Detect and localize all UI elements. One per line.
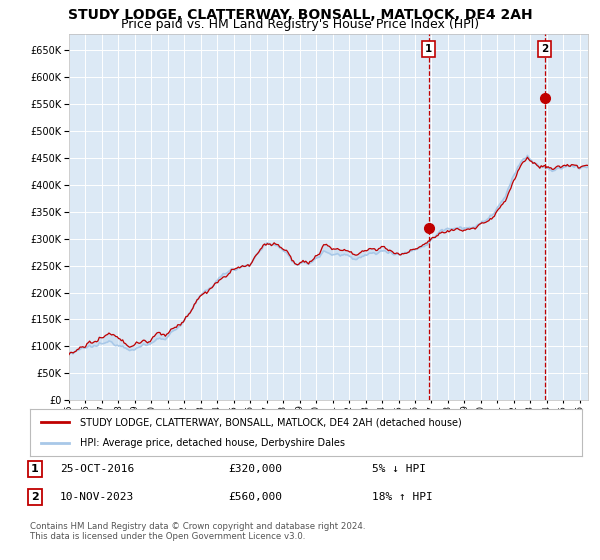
Text: STUDY LODGE, CLATTERWAY, BONSALL, MATLOCK, DE4 2AH: STUDY LODGE, CLATTERWAY, BONSALL, MATLOC… <box>68 8 532 22</box>
Text: 10-NOV-2023: 10-NOV-2023 <box>60 492 134 502</box>
Text: 18% ↑ HPI: 18% ↑ HPI <box>372 492 433 502</box>
Text: 2: 2 <box>541 44 548 54</box>
Text: 5% ↓ HPI: 5% ↓ HPI <box>372 464 426 474</box>
Text: 1: 1 <box>31 464 38 474</box>
Text: £320,000: £320,000 <box>228 464 282 474</box>
Text: HPI: Average price, detached house, Derbyshire Dales: HPI: Average price, detached house, Derb… <box>80 438 344 448</box>
Text: £560,000: £560,000 <box>228 492 282 502</box>
Text: Price paid vs. HM Land Registry's House Price Index (HPI): Price paid vs. HM Land Registry's House … <box>121 18 479 31</box>
Text: 25-OCT-2016: 25-OCT-2016 <box>60 464 134 474</box>
Text: Contains HM Land Registry data © Crown copyright and database right 2024.
This d: Contains HM Land Registry data © Crown c… <box>30 522 365 542</box>
Text: 1: 1 <box>425 44 432 54</box>
Text: STUDY LODGE, CLATTERWAY, BONSALL, MATLOCK, DE4 2AH (detached house): STUDY LODGE, CLATTERWAY, BONSALL, MATLOC… <box>80 417 461 427</box>
Text: 2: 2 <box>31 492 38 502</box>
